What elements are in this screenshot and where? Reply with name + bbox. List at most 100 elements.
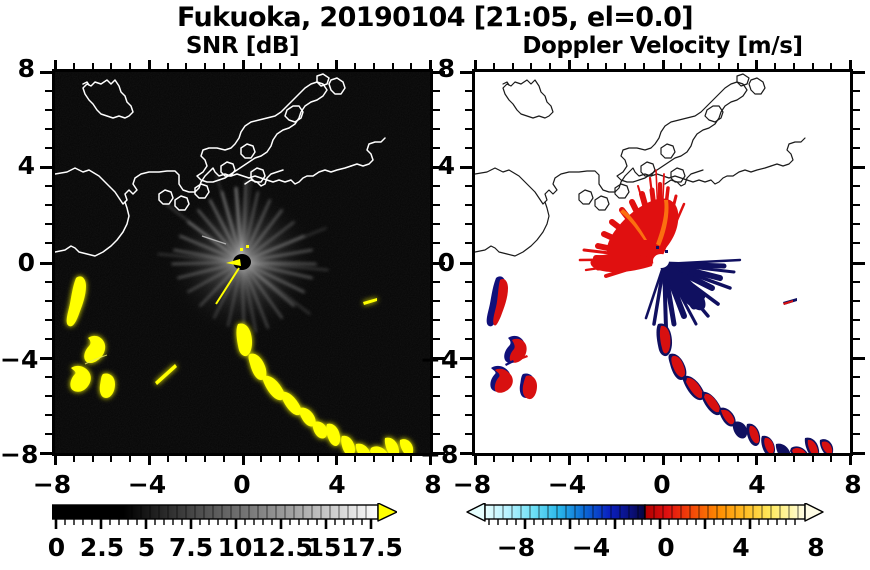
doppler-ytick-major: [850, 452, 865, 455]
snr-xtick-minor: [260, 63, 262, 72]
snr-plot-canvas: [55, 72, 430, 453]
snr-xtick-major: [54, 453, 57, 465]
doppler-coastline: [475, 73, 806, 257]
snr-xtick-0: 0: [233, 470, 251, 499]
doppler-ytick-minor: [465, 147, 475, 149]
doppler-xtick-minor: [812, 63, 814, 72]
snr-ytick-major: [430, 166, 445, 169]
doppler-ytick-minor: [850, 338, 860, 340]
doppler-ytick-minor: [465, 242, 475, 244]
snr-cbar-tick-17p5: 17.5: [341, 533, 403, 562]
snr-ytick-major: [40, 262, 55, 265]
snr-ytick-8: 8: [17, 54, 35, 83]
snr-xtick-minor: [354, 453, 356, 462]
doppler-xtick-major: [755, 453, 758, 465]
snr-xtick-minor: [410, 453, 412, 462]
doppler-ytick-major: [850, 166, 865, 169]
snr-ytick-major: [40, 166, 55, 169]
doppler-xtick-minor: [624, 453, 626, 462]
doppler-xtick-minor: [643, 453, 645, 462]
doppler-ytick-minor: [465, 109, 475, 111]
doppler-plot-area[interactable]: [472, 69, 853, 456]
doppler-cbar-tick-0: 0: [657, 533, 675, 562]
doppler-xtick-minor: [737, 453, 739, 462]
snr-plot-area[interactable]: [52, 69, 433, 456]
doppler-xtick-minor: [493, 63, 495, 72]
doppler-ytick-minor: [850, 109, 860, 111]
doppler-xtick-minor: [830, 63, 832, 72]
doppler-ytick-major: [460, 71, 475, 74]
doppler-ytick-0: 0: [437, 248, 455, 277]
doppler-xtick-minor: [643, 63, 645, 72]
snr-ytick-major: [40, 357, 55, 360]
doppler-xtick-major: [662, 60, 665, 72]
doppler-isolated-echoes: [783, 298, 797, 305]
snr-xtick-major: [335, 453, 338, 465]
doppler-ytick-minor: [465, 376, 475, 378]
doppler-ytick-minor: [465, 185, 475, 187]
doppler-xtick-minor: [699, 453, 701, 462]
snr-ytick-minor: [45, 300, 55, 302]
snr-xtick-4: 4: [328, 470, 346, 499]
doppler-ytick-minor: [465, 395, 475, 397]
snr-ytick-minor: [430, 90, 440, 92]
doppler-xtick-minor: [680, 453, 682, 462]
snr-ytick-minor: [430, 281, 440, 283]
snr-xtick-m4: −4: [127, 470, 167, 499]
snr-xtick-minor: [298, 63, 300, 72]
snr-radar-spokes: [157, 169, 329, 340]
doppler-ytick-minor: [465, 300, 475, 302]
snr-ytick-minor: [45, 90, 55, 92]
doppler-ytick-minor: [465, 223, 475, 225]
snr-colorbar-over-arrow: [377, 503, 397, 522]
doppler-xtick-minor: [587, 63, 589, 72]
snr-ytick-minor: [45, 414, 55, 416]
snr-ytick-minor: [45, 223, 55, 225]
snr-ytick-minor: [45, 204, 55, 206]
doppler-xtick-major: [662, 453, 665, 465]
snr-xtick-minor: [185, 453, 187, 462]
snr-xtick-major: [242, 453, 245, 465]
snr-ytick-minor: [45, 338, 55, 340]
snr-xtick-major: [335, 60, 338, 72]
snr-ytick-m8: −8: [0, 440, 39, 469]
doppler-xtick-minor: [718, 63, 720, 72]
doppler-xtick-8: 8: [844, 470, 862, 499]
snr-ytick-minor: [45, 281, 55, 283]
snr-southeast-clutter: [236, 323, 414, 453]
doppler-ytick-minor: [850, 395, 860, 397]
snr-ytick-minor: [430, 395, 440, 397]
doppler-xtick-minor: [605, 63, 607, 72]
snr-cbar-tick-2p5: 2.5: [79, 533, 125, 562]
doppler-ytick-minor: [465, 281, 475, 283]
snr-xtick-minor: [223, 63, 225, 72]
snr-cbar-tick-10: 10: [217, 533, 253, 562]
doppler-xtick-major: [568, 453, 571, 465]
doppler-xtick-0: 0: [653, 470, 671, 499]
doppler-colorbar[interactable]: [465, 503, 825, 529]
doppler-ytick-minor: [850, 300, 860, 302]
doppler-ytick-minor: [465, 319, 475, 321]
snr-colorbar[interactable]: [52, 503, 397, 529]
snr-ytick-minor: [45, 128, 55, 130]
doppler-xtick-major: [474, 453, 477, 465]
snr-ytick-minor: [45, 109, 55, 111]
snr-xtick-major: [148, 60, 151, 72]
doppler-panel-title: Doppler Velocity [m/s]: [522, 33, 803, 59]
snr-ytick-minor: [430, 223, 440, 225]
snr-ytick-minor: [45, 433, 55, 435]
snr-xtick-minor: [110, 63, 112, 72]
snr-xtick-minor: [410, 63, 412, 72]
doppler-ytick-minor: [850, 185, 860, 187]
doppler-xtick-minor: [549, 453, 551, 462]
doppler-xtick-major: [474, 60, 477, 72]
doppler-xtick-minor: [624, 63, 626, 72]
snr-ytick-4: 4: [17, 151, 35, 180]
doppler-ytick-major: [850, 71, 865, 74]
doppler-west-clutter: [486, 276, 537, 400]
doppler-cbar-tick-m8: −8: [496, 533, 536, 562]
doppler-cbar-tick-8: 8: [807, 533, 825, 562]
snr-xtick-minor: [373, 453, 375, 462]
snr-ytick-minor: [45, 242, 55, 244]
doppler-xtick-major: [568, 60, 571, 72]
